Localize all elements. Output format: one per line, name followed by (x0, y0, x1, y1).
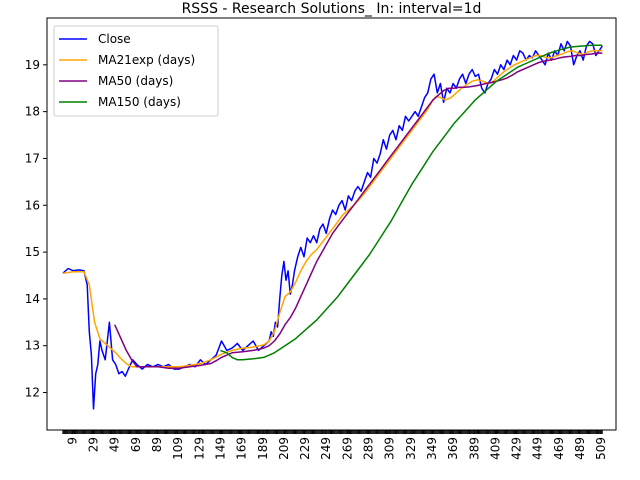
x-tick-label: 169 (235, 437, 249, 460)
x-tick-label: 509 (594, 437, 608, 460)
series-line-1 (62, 50, 603, 368)
x-tick-label: 149 (213, 437, 227, 460)
x-tick-label: 269 (340, 437, 354, 460)
y-tick-label: 15 (25, 245, 40, 259)
legend-label-2: MA50 (days) (98, 74, 173, 88)
y-tick-label: 18 (25, 105, 40, 119)
x-axis: 9 29 49 69 89 109 129 149 169 189 209 229 249 269 289 3… (62, 430, 608, 460)
x-tick-label: 289 (362, 437, 376, 460)
y-tick-label: 12 (25, 386, 40, 400)
series-line-3 (220, 44, 603, 361)
x-tick-label: 329 (404, 437, 418, 460)
series-line-0 (62, 40, 603, 410)
x-tick-label: 89 (150, 437, 164, 452)
x-tick-label: 69 (129, 437, 143, 452)
legend-box (53, 25, 219, 117)
x-tick-label: 109 (171, 437, 185, 460)
legend-label-0: Close (98, 32, 131, 46)
x-tick-label: 349 (425, 437, 439, 460)
y-tick-label: 17 (25, 151, 40, 165)
x-tick-label: 469 (552, 437, 566, 460)
x-tick-label: 189 (256, 437, 270, 460)
x-tick-label: 309 (383, 437, 397, 460)
x-tick-label: 29 (87, 437, 101, 452)
y-tick-label: 19 (25, 58, 40, 72)
x-tick-label: 229 (298, 437, 312, 460)
y-tick-label: 14 (25, 292, 40, 306)
x-tick-label: 389 (467, 437, 481, 460)
x-tick-label: 129 (192, 437, 206, 460)
legend-label-1: MA21exp (days) (98, 53, 195, 67)
legend-entries: Close MA21exp (days) MA50 (days) MA150 (day… (59, 32, 195, 109)
x-tick-label: 249 (319, 437, 333, 460)
series-line-2 (114, 52, 603, 369)
y-axis: 12 13 14 15 16 17 18 19 (25, 58, 47, 400)
x-tick-label: 209 (277, 437, 291, 460)
y-tick-label: 13 (25, 339, 40, 353)
x-tick-label: 409 (488, 437, 502, 460)
x-tick-label: 489 (573, 437, 587, 460)
legend: Close MA21exp (days) MA50 (days) MA150 (day… (53, 25, 219, 117)
x-tick-label: 449 (531, 437, 545, 460)
series-lines (62, 40, 603, 410)
x-tick-label: 9 (65, 437, 79, 445)
y-tick-label: 16 (25, 198, 40, 212)
x-tick-label: 49 (108, 437, 122, 452)
legend-label-3: MA150 (days) (98, 95, 181, 109)
x-tick-label: 369 (446, 437, 460, 460)
x-tick-label: 429 (510, 437, 524, 460)
chart-title: RSSS - Research Solutions_ In: interval=… (182, 1, 482, 17)
